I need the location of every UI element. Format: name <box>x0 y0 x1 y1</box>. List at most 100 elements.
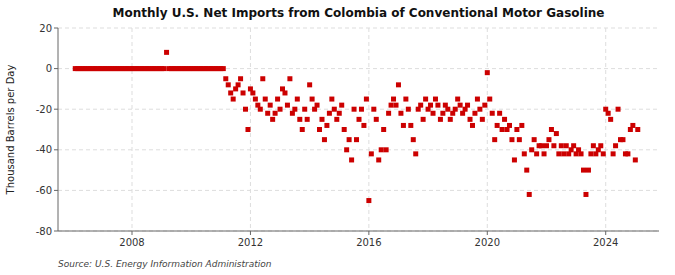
point <box>339 103 344 108</box>
point <box>438 117 443 122</box>
point <box>418 103 423 108</box>
point <box>366 198 371 203</box>
x-tick <box>368 231 369 235</box>
point <box>517 137 522 142</box>
point <box>423 97 428 102</box>
point <box>428 103 433 108</box>
title: Monthly U.S. Net Imports from Colombia o… <box>113 6 605 20</box>
point <box>620 137 625 142</box>
point <box>238 76 243 81</box>
page: {"chart_data": {"type": "scatter", "titl… <box>0 0 675 275</box>
point <box>344 147 349 152</box>
point <box>502 117 507 122</box>
point <box>270 117 275 122</box>
point <box>512 157 517 162</box>
y-tick <box>54 28 58 29</box>
point <box>287 76 292 81</box>
point <box>371 107 376 112</box>
point <box>421 117 426 122</box>
y-tick <box>54 231 58 232</box>
point <box>616 107 621 112</box>
point <box>571 143 576 148</box>
point <box>347 137 352 142</box>
axes: -80-60-40-2002020082012201620202024 <box>36 23 659 249</box>
point <box>465 103 470 108</box>
point <box>468 117 473 122</box>
point <box>485 70 490 75</box>
point <box>482 103 487 108</box>
y-tick <box>54 109 58 110</box>
point <box>527 192 532 197</box>
point <box>327 111 332 116</box>
y-tick-label: -20 <box>36 104 52 115</box>
point <box>583 192 588 197</box>
point <box>497 111 502 116</box>
point <box>490 111 495 116</box>
point <box>282 90 287 95</box>
point <box>549 127 554 132</box>
point <box>379 147 384 152</box>
point <box>613 143 618 148</box>
point <box>243 107 248 112</box>
point <box>164 50 169 55</box>
point <box>453 107 458 112</box>
point <box>458 103 463 108</box>
x-grid-line <box>487 28 488 231</box>
point <box>349 157 354 162</box>
y-tick <box>54 149 58 150</box>
point <box>258 107 263 112</box>
point <box>374 117 379 122</box>
point <box>579 151 584 156</box>
point <box>342 127 347 132</box>
y-grid-line <box>58 109 659 110</box>
point <box>411 137 416 142</box>
point <box>319 117 324 122</box>
point <box>509 137 514 142</box>
point <box>324 123 329 128</box>
point <box>376 157 381 162</box>
point <box>297 117 302 122</box>
point <box>268 103 273 108</box>
point <box>364 97 369 102</box>
point <box>352 107 357 112</box>
point <box>394 103 399 108</box>
point <box>448 117 453 122</box>
point <box>529 147 534 152</box>
point <box>337 111 342 116</box>
point <box>223 76 228 81</box>
point <box>635 127 640 132</box>
x-tick <box>132 231 133 235</box>
point <box>162 66 167 71</box>
point <box>391 97 396 102</box>
point <box>265 111 270 116</box>
point <box>524 168 529 173</box>
point <box>591 143 596 148</box>
point <box>546 137 551 142</box>
point <box>413 151 418 156</box>
point <box>445 107 450 112</box>
point <box>534 151 539 156</box>
point <box>435 103 440 108</box>
point <box>495 123 500 128</box>
y-tick-label: -60 <box>36 185 52 196</box>
point <box>608 117 613 122</box>
point <box>396 82 401 87</box>
point <box>470 123 475 128</box>
point <box>354 137 359 142</box>
point <box>519 123 524 128</box>
point <box>433 97 438 102</box>
point <box>275 97 280 102</box>
point <box>507 123 512 128</box>
point <box>361 123 366 128</box>
point <box>285 103 290 108</box>
point <box>601 151 606 156</box>
y-axis-line <box>58 28 59 231</box>
point <box>241 90 246 95</box>
point <box>611 151 616 156</box>
point <box>522 151 527 156</box>
point <box>559 143 564 148</box>
x-grid-line <box>605 28 606 231</box>
source-note: Source: U.S. Energy Information Administ… <box>58 259 272 269</box>
point <box>310 97 315 102</box>
point <box>492 137 497 142</box>
